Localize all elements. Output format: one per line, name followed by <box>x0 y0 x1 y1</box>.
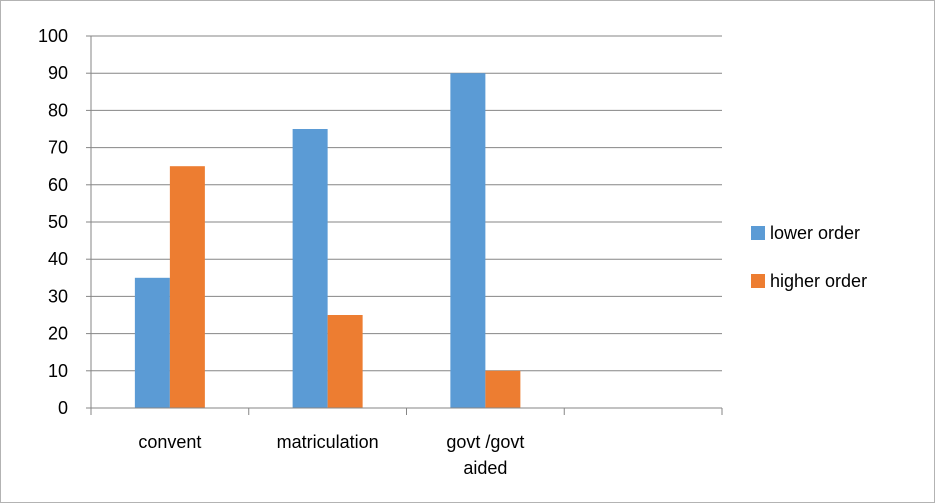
y-tick-label: 40 <box>48 249 68 269</box>
x-category-label: matriculation <box>277 432 379 452</box>
y-tick-label: 50 <box>48 212 68 232</box>
x-category-label-line: aided <box>463 458 507 478</box>
y-tick-label: 100 <box>38 26 68 46</box>
legend-swatch-lower-order <box>751 226 765 240</box>
bar-lower-order-2 <box>450 73 486 408</box>
y-tick-label: 90 <box>48 63 68 83</box>
x-category-label: convent <box>138 432 201 452</box>
bar-lower-order-1 <box>292 129 328 408</box>
x-category-label-line: matriculation <box>277 432 379 452</box>
axes: 0 10 20 30 40 50 60 70 80 90 100 convent matriculati… <box>38 26 723 478</box>
y-tick-label: 20 <box>48 324 68 344</box>
y-tick-label: 70 <box>48 138 68 158</box>
x-category-label-line: govt /govt <box>446 432 524 452</box>
legend: lower order higher order <box>751 223 867 291</box>
bar-higher-order-2 <box>485 370 521 408</box>
x-category-label: govt /govt aided <box>446 432 524 478</box>
legend-swatch-higher-order <box>751 274 765 288</box>
bar-lower-order-0 <box>134 277 170 408</box>
y-tick-label: 30 <box>48 286 68 306</box>
y-tick-label: 0 <box>58 398 68 418</box>
legend-label: lower order <box>770 223 860 243</box>
y-tick-label: 80 <box>48 100 68 120</box>
bars <box>134 73 521 408</box>
x-category-label-line: convent <box>138 432 201 452</box>
y-tick-label: 10 <box>48 361 68 381</box>
bar-higher-order-1 <box>327 315 363 408</box>
y-tick-label: 60 <box>48 175 68 195</box>
legend-label: higher order <box>770 271 867 291</box>
bar-higher-order-0 <box>169 166 205 408</box>
